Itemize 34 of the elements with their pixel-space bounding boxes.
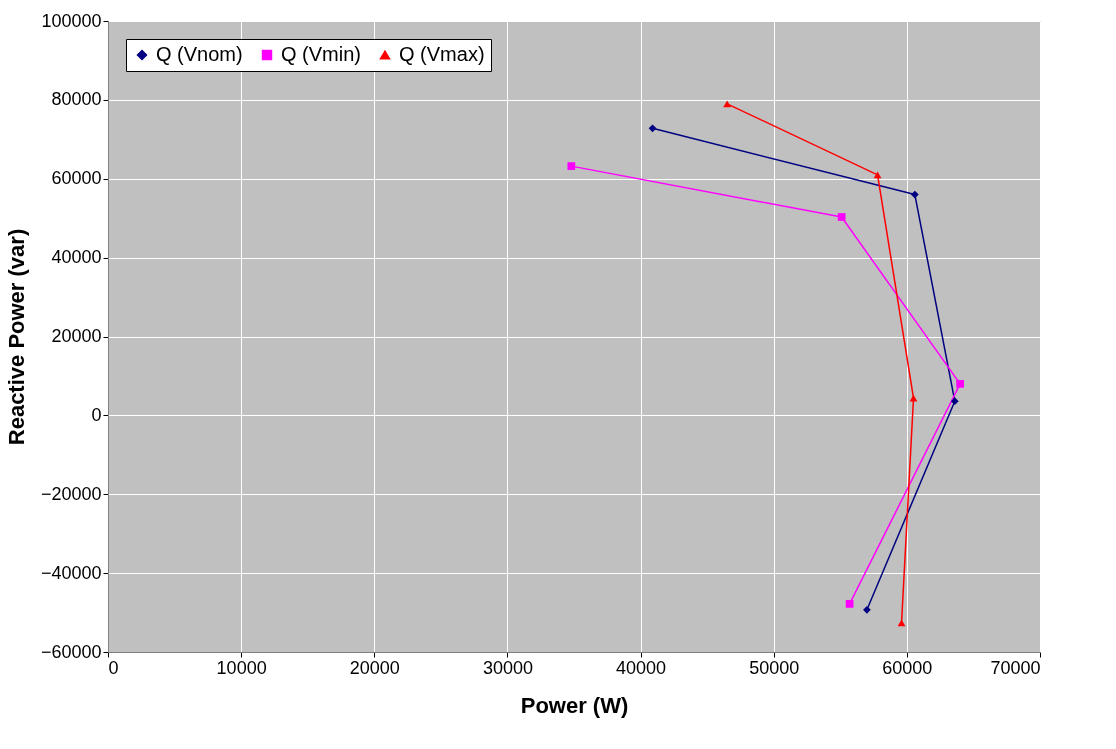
y-tick-label: −60000	[40, 641, 102, 662]
point	[950, 397, 959, 406]
point	[567, 162, 576, 170]
y-axis-title: Reactive Power (var)	[3, 228, 29, 446]
y-tick-label: −40000	[40, 562, 102, 583]
y-tick-label: 100000	[41, 10, 102, 31]
point	[837, 213, 846, 221]
y-tick-label: 80000	[51, 89, 102, 110]
x-tick-label: 40000	[616, 657, 667, 678]
point	[723, 100, 731, 108]
x-tick-label: 60000	[882, 657, 933, 678]
x-tick-label: 0	[108, 657, 119, 678]
point	[648, 124, 657, 133]
y-tick-label: 0	[91, 404, 102, 425]
y-tick-label: 60000	[51, 168, 102, 189]
y-tick-label: −20000	[40, 483, 102, 504]
x-tick-label: 70000	[990, 657, 1041, 678]
legend-label: Q (Vnom)	[156, 43, 243, 65]
point	[845, 600, 854, 608]
y-tick-label: 40000	[51, 247, 102, 268]
x-tick-label: 10000	[216, 657, 267, 678]
y-tick-label: 20000	[51, 326, 102, 346]
x-tick-label: 50000	[749, 657, 800, 678]
x-tick-label: 30000	[482, 657, 533, 678]
point	[956, 379, 964, 388]
x-tick-label: 20000	[349, 657, 400, 678]
point	[863, 605, 871, 614]
x-axis-title: Power (W)	[520, 692, 629, 718]
legend-label: Q (Vmax)	[399, 43, 485, 65]
point	[909, 394, 918, 402]
legend-label: Q (Vmin)	[281, 43, 361, 65]
point	[873, 171, 882, 179]
point	[910, 190, 919, 199]
point	[897, 619, 906, 627]
